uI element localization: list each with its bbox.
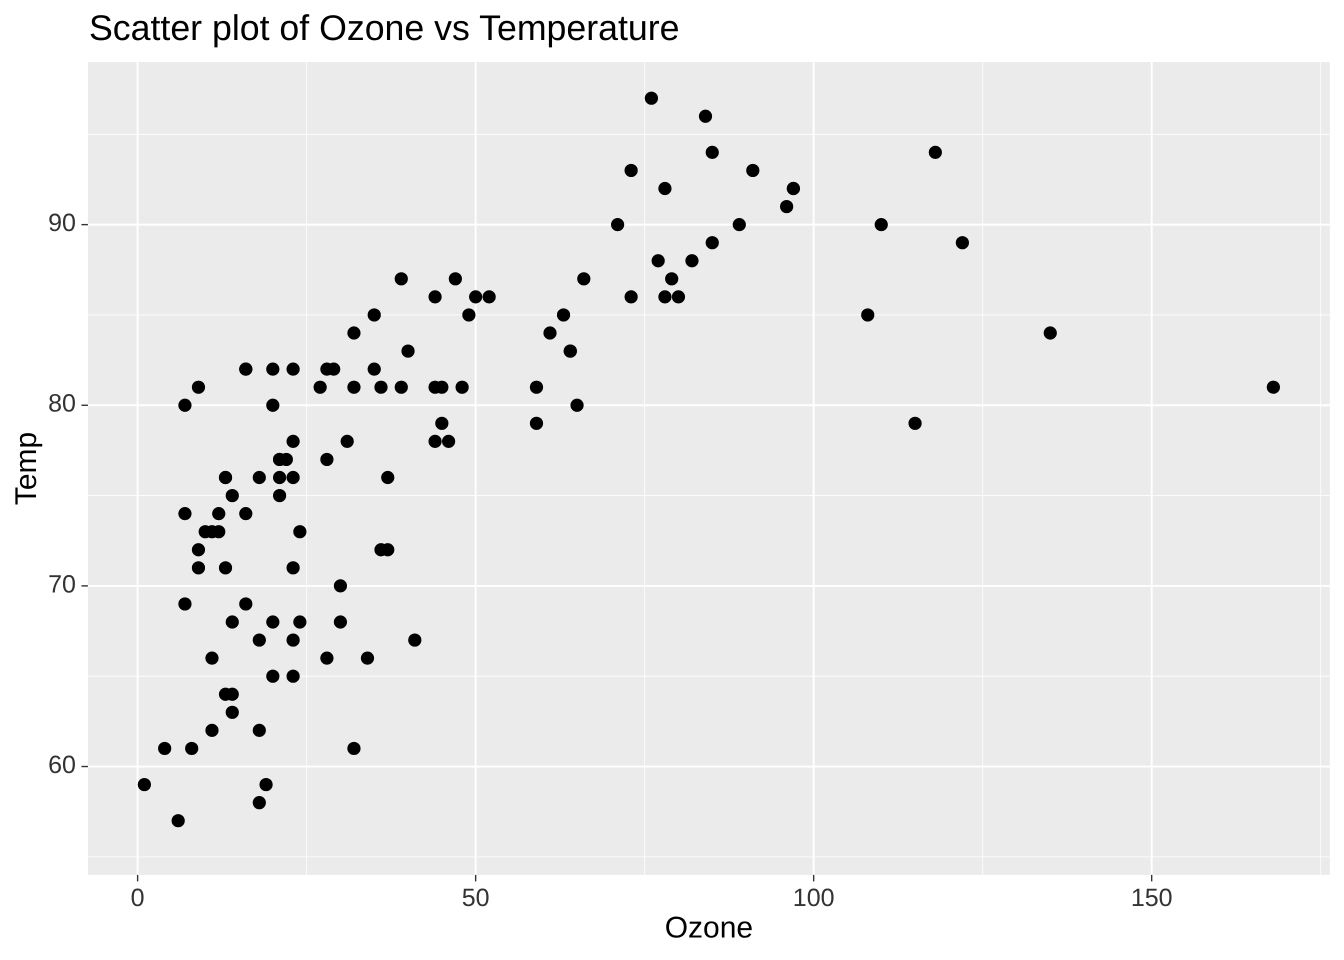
svg-text:0: 0 bbox=[131, 884, 145, 912]
svg-text:100: 100 bbox=[793, 884, 835, 912]
svg-text:80: 80 bbox=[48, 390, 76, 418]
svg-text:70: 70 bbox=[48, 570, 76, 598]
svg-text:90: 90 bbox=[48, 209, 76, 237]
svg-text:50: 50 bbox=[462, 884, 490, 912]
svg-text:150: 150 bbox=[1131, 884, 1173, 912]
svg-text:Temp: Temp bbox=[10, 432, 43, 505]
svg-text:Ozone: Ozone bbox=[665, 912, 753, 945]
svg-text:60: 60 bbox=[48, 751, 76, 779]
